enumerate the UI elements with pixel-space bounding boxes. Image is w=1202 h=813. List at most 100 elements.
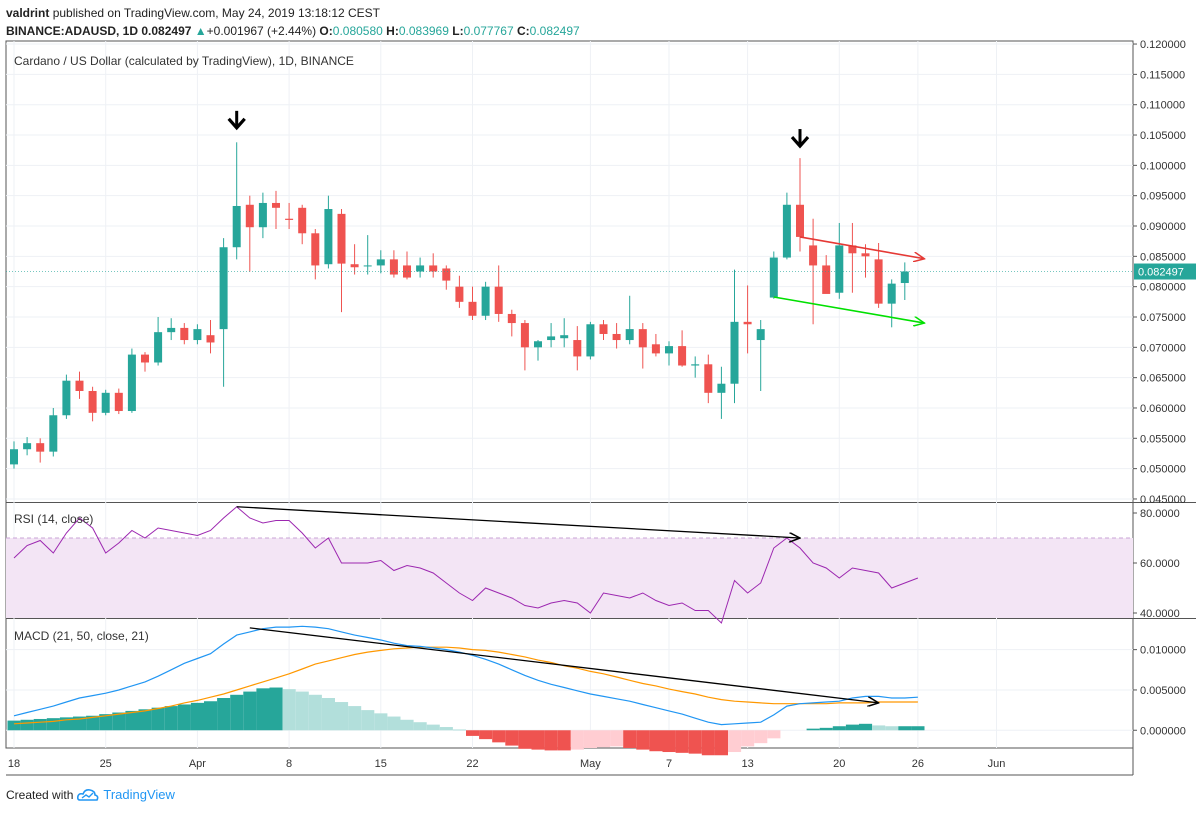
candle [285, 202, 294, 230]
histogram-bar [518, 730, 532, 749]
histogram-bar [374, 713, 388, 731]
candle-body [769, 257, 778, 298]
price-tick-label: 0.090000 [1140, 221, 1186, 233]
candle [691, 356, 700, 378]
candle [298, 204, 307, 245]
candle [403, 251, 411, 280]
candle-body [612, 333, 621, 341]
candle-body [389, 259, 398, 275]
candle [625, 295, 634, 345]
price-tick-label: 0.050000 [1140, 464, 1186, 476]
candle-body [49, 415, 58, 452]
candle-body [429, 265, 438, 272]
candle [350, 244, 359, 275]
candle [127, 348, 136, 413]
candle [678, 330, 687, 367]
price-tick-label: 0.110000 [1140, 100, 1185, 112]
candle-body [678, 346, 687, 366]
histogram-bar [348, 706, 362, 731]
candle-body [101, 392, 110, 413]
candle [23, 437, 32, 456]
histogram-bar [190, 702, 204, 731]
candle-body [599, 324, 608, 334]
symbol-label: BINANCE:ADAUSD, 1D [6, 24, 139, 38]
histogram-bar [151, 707, 165, 731]
green-support-trendline [773, 296, 925, 323]
change-arrow-icon: ▲ [194, 24, 207, 38]
candle-body [691, 364, 700, 366]
histogram-bar [256, 688, 270, 731]
time-tick-label: Jun [988, 758, 1006, 770]
rsi-band-layer [6, 537, 1133, 618]
candle [36, 438, 45, 463]
grid-lines [6, 41, 1133, 748]
candle-body [782, 204, 791, 258]
candle-body [141, 354, 149, 363]
candle-body [468, 301, 477, 316]
candle-body [127, 354, 136, 412]
candle-body [717, 383, 726, 393]
candle-body [232, 205, 241, 248]
candle-body [534, 341, 542, 348]
candle [62, 374, 71, 419]
histogram-bar [872, 725, 886, 731]
candle [324, 195, 333, 269]
candle-body [23, 443, 32, 450]
candle-body [651, 344, 660, 354]
histogram-bar [99, 714, 113, 731]
histogram-bar [20, 719, 34, 731]
candle [900, 262, 909, 301]
candle-body [573, 340, 582, 357]
last-price: 0.082497 [141, 24, 192, 38]
time-tick-label: 13 [741, 758, 753, 770]
histogram-bar [243, 691, 257, 731]
candle-body [272, 202, 280, 208]
candle-body [10, 449, 18, 465]
price-tick-label: 0.065000 [1140, 373, 1186, 385]
time-tick-label: 26 [912, 758, 924, 770]
candle-body [416, 265, 425, 272]
candle [547, 323, 556, 348]
candle-body [848, 245, 857, 254]
candle [599, 320, 608, 341]
candle [49, 407, 58, 457]
candle [416, 257, 425, 278]
histogram-bar [73, 716, 87, 731]
histogram-bar [714, 730, 728, 756]
arrow-head [227, 117, 246, 131]
candle-body [887, 283, 896, 304]
candle-body [520, 323, 529, 348]
candle-body [285, 218, 294, 220]
candle [219, 238, 228, 387]
candle-body [809, 245, 818, 266]
macd-tick-label: 0.010000 [1140, 645, 1186, 657]
candle [704, 354, 713, 404]
candle [363, 235, 372, 275]
high-value: 0.083969 [398, 24, 449, 38]
histogram-bar [859, 723, 873, 731]
histogram-bar [662, 730, 676, 753]
histogram-bar [308, 694, 322, 731]
macd-tick-label: 0.000000 [1140, 725, 1186, 737]
candle-body [88, 390, 97, 413]
rsi-divergence-line [236, 506, 800, 538]
tradingview-brand[interactable]: TradingView [103, 787, 175, 802]
candle-body [193, 329, 202, 341]
author-name[interactable]: valdrint [6, 6, 50, 20]
histogram-bar [204, 701, 218, 731]
histogram-bar [845, 724, 859, 731]
candle-body [245, 204, 254, 228]
last-price-badge [1134, 263, 1196, 280]
candle-body [36, 443, 45, 452]
histogram-bar [335, 702, 349, 731]
candle-body [730, 321, 739, 384]
histogram-bar [492, 730, 506, 743]
histogram-bar [819, 727, 833, 731]
created-with-label: Created with [6, 787, 74, 802]
candle [10, 441, 18, 469]
macd-divergence-line [249, 627, 879, 703]
open-label: O: [319, 24, 333, 38]
candle [507, 309, 516, 337]
price-tick-label: 0.085000 [1140, 251, 1186, 263]
